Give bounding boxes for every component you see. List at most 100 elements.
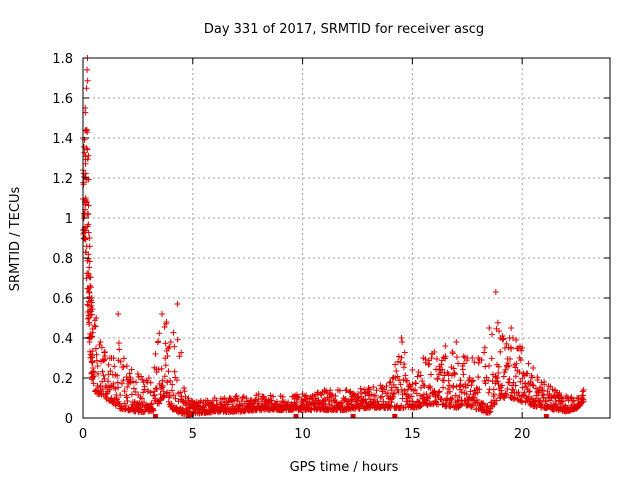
data-point	[155, 338, 162, 345]
data-point	[177, 389, 184, 396]
data-point	[392, 361, 399, 368]
chart-title: Day 331 of 2017, SRMTID for receiver asc…	[204, 22, 484, 37]
data-point	[130, 385, 137, 392]
data-point	[88, 353, 95, 360]
data-point	[318, 392, 325, 399]
data-point	[101, 375, 108, 382]
data-point	[83, 145, 90, 152]
data-point	[168, 402, 175, 409]
data-point	[134, 371, 141, 377]
data-point	[438, 396, 445, 403]
data-point	[164, 389, 171, 396]
data-point	[150, 407, 157, 414]
data-point	[128, 391, 135, 398]
data-point	[449, 394, 456, 401]
data-point	[118, 380, 125, 387]
y-tick-label: 0.8	[52, 252, 73, 267]
data-point	[93, 351, 100, 358]
data-point	[503, 391, 510, 398]
data-point	[453, 354, 460, 361]
data-point	[471, 394, 478, 401]
data-point	[495, 363, 502, 370]
data-point	[542, 398, 549, 405]
data-point	[524, 370, 531, 377]
data-point	[202, 401, 209, 408]
data-point	[471, 359, 478, 366]
data-point	[99, 386, 106, 393]
data-point	[124, 397, 131, 404]
data-point	[518, 347, 525, 354]
data-point	[580, 398, 587, 405]
data-point	[442, 353, 449, 360]
data-point	[415, 398, 422, 405]
data-point	[169, 381, 176, 388]
data-point	[388, 387, 395, 394]
x-tick-label: 20	[514, 427, 531, 442]
data-point	[277, 393, 284, 399]
data-point	[84, 309, 91, 316]
data-point	[393, 367, 400, 374]
data-point	[159, 384, 166, 391]
data-point	[115, 384, 122, 391]
data-point	[132, 388, 139, 395]
data-point	[332, 392, 339, 399]
data-point	[156, 330, 163, 337]
data-point	[325, 398, 332, 405]
y-tick-label: 0	[65, 412, 73, 427]
data-point	[321, 387, 328, 393]
data-point	[85, 202, 92, 209]
data-point	[552, 387, 559, 393]
data-point	[166, 392, 173, 399]
data-point	[388, 399, 395, 406]
data-point	[326, 401, 333, 408]
data-point	[508, 325, 515, 331]
data-point	[86, 321, 93, 328]
data-point	[85, 315, 92, 322]
scatter-series	[80, 55, 587, 418]
data-point	[181, 388, 188, 395]
data-point	[394, 373, 401, 380]
data-point	[511, 395, 518, 402]
x-tick-label: 5	[189, 427, 197, 442]
data-point	[126, 370, 133, 377]
data-point	[420, 355, 427, 361]
x-axis-label: GPS time / hours	[290, 460, 399, 475]
zero-point	[293, 414, 299, 418]
data-point	[141, 383, 148, 390]
data-point	[532, 385, 539, 392]
data-point	[580, 387, 587, 393]
data-point	[82, 235, 89, 242]
data-point	[255, 391, 262, 397]
data-point	[464, 355, 471, 361]
data-point	[105, 378, 112, 385]
data-point	[89, 306, 96, 313]
axis-ticks: 0 5 10 15 20 0 0.2 0.4 0.6 0.8 1 1.2 1.4 1.6 1.8	[52, 52, 610, 442]
data-point	[397, 359, 404, 366]
zero-point	[543, 414, 549, 418]
data-point	[147, 389, 154, 396]
data-point	[88, 358, 95, 365]
data-point	[486, 409, 493, 416]
data-point	[409, 381, 416, 388]
data-point	[89, 325, 96, 332]
data-point	[178, 393, 185, 400]
data-point	[527, 378, 534, 385]
data-point	[492, 289, 499, 295]
data-point	[395, 389, 402, 396]
data-point	[279, 398, 286, 405]
data-point	[123, 394, 130, 401]
data-point	[428, 371, 435, 378]
data-point	[161, 373, 168, 380]
data-point	[303, 392, 310, 399]
data-point	[494, 319, 501, 326]
data-point	[171, 368, 178, 375]
y-tick-label: 0.6	[52, 292, 73, 307]
data-point	[84, 129, 91, 136]
data-point	[395, 353, 402, 360]
data-point	[172, 395, 179, 402]
data-point	[505, 362, 512, 369]
data-point	[350, 392, 357, 399]
data-point	[159, 382, 166, 389]
data-point	[139, 401, 146, 408]
data-point	[408, 393, 415, 400]
